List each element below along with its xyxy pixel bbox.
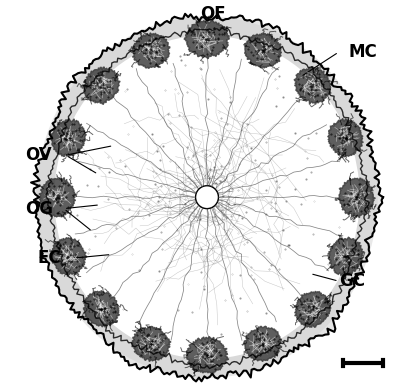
Text: OF: OF	[199, 5, 225, 23]
Polygon shape	[184, 20, 229, 59]
Polygon shape	[244, 33, 281, 68]
Polygon shape	[294, 291, 330, 327]
Ellipse shape	[54, 35, 359, 359]
Polygon shape	[243, 326, 281, 362]
Text: OV: OV	[26, 146, 52, 164]
Text: GC: GC	[338, 272, 364, 290]
Polygon shape	[83, 290, 119, 327]
Polygon shape	[338, 178, 375, 218]
Polygon shape	[185, 336, 228, 373]
Polygon shape	[327, 237, 363, 276]
Circle shape	[195, 186, 218, 209]
Polygon shape	[131, 33, 169, 69]
Polygon shape	[31, 14, 382, 382]
Ellipse shape	[36, 17, 377, 378]
Polygon shape	[293, 67, 330, 105]
Polygon shape	[39, 177, 76, 217]
Polygon shape	[50, 238, 87, 277]
Polygon shape	[327, 119, 363, 157]
Text: MC: MC	[347, 43, 376, 61]
Polygon shape	[51, 119, 86, 157]
Polygon shape	[131, 326, 171, 362]
Text: OG: OG	[26, 200, 53, 218]
Text: EC: EC	[37, 249, 61, 267]
Polygon shape	[83, 67, 120, 104]
